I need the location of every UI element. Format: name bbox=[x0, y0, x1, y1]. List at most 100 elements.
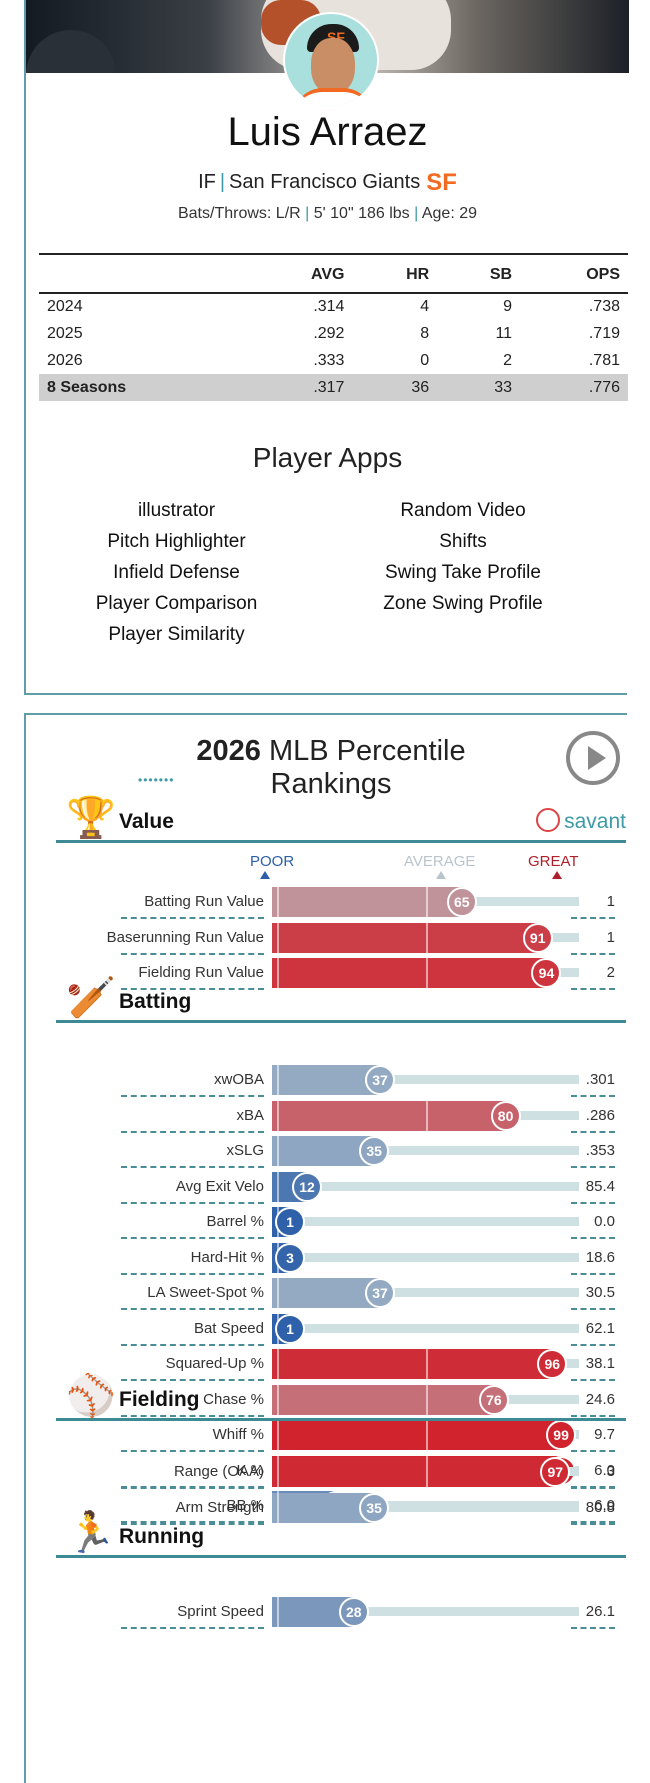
percentile-bubble[interactable]: 94 bbox=[531, 958, 562, 988]
percentile-bubble[interactable]: 65 bbox=[446, 887, 477, 917]
metric-row[interactable]: Baserunning Run Value 91 1 bbox=[26, 921, 629, 956]
metric-divider bbox=[121, 952, 264, 955]
percentile-bubble[interactable]: 35 bbox=[359, 1492, 390, 1523]
app-link-zone-swing-profile[interactable]: Zone Swing Profile bbox=[383, 593, 543, 614]
metric-divider bbox=[121, 1485, 264, 1488]
percentile-bubble[interactable]: 12 bbox=[292, 1171, 323, 1202]
height-weight: 5' 10" 186 lbs bbox=[313, 205, 410, 222]
value-divider bbox=[571, 1308, 615, 1310]
gridline-mark bbox=[425, 922, 428, 953]
percentile-track bbox=[272, 1288, 579, 1297]
percentile-bar bbox=[272, 1278, 381, 1308]
metric-value: .286 bbox=[585, 1106, 615, 1124]
metric-divider bbox=[121, 1522, 264, 1525]
value-divider bbox=[571, 1343, 615, 1346]
metric-row[interactable]: Range (OAA) 97 3 bbox=[26, 1455, 629, 1490]
stats-cell: .314 bbox=[313, 298, 345, 315]
metric-label: Arm Strength bbox=[175, 1498, 264, 1516]
percentile-rankings-card: 2026 MLB Percentile Rankings ••••••• POO… bbox=[24, 713, 627, 1783]
percentile-track bbox=[272, 1323, 579, 1333]
percentile-bubble[interactable]: 76 bbox=[478, 1384, 509, 1415]
gridline-mark bbox=[277, 1136, 279, 1166]
section-header-running: 🏃 Running bbox=[56, 1511, 626, 1558]
app-link-infield-defense[interactable]: Infield Defense bbox=[113, 562, 240, 583]
metric-value: 80.8 bbox=[585, 1498, 615, 1516]
percentile-bubble[interactable]: 35 bbox=[359, 1136, 390, 1166]
percentile-bar bbox=[272, 887, 462, 917]
triangle-marker-icon bbox=[260, 871, 270, 879]
metric-value: 1 bbox=[606, 893, 615, 910]
gridline-mark bbox=[277, 922, 279, 953]
percentile-bubble[interactable]: 37 bbox=[365, 1278, 396, 1308]
percentile-bar bbox=[272, 1136, 375, 1166]
metric-divider bbox=[121, 1201, 264, 1204]
percentile-bubble[interactable]: 91 bbox=[522, 922, 553, 953]
savant-link[interactable]: savant bbox=[536, 808, 626, 834]
metric-row[interactable]: xwOBA 37 .301 bbox=[26, 1063, 629, 1098]
percentile-bubble[interactable]: 80 bbox=[490, 1100, 521, 1131]
metric-value: 0.0 bbox=[594, 1213, 615, 1230]
percentile-bubble[interactable]: 37 bbox=[365, 1065, 396, 1095]
player-apps-left-column: illustrator Pitch Highlighter Infield De… bbox=[26, 495, 327, 650]
player-card: SF Luis Arraez IF | San Francisco Giants SF… bbox=[24, 0, 629, 695]
metric-value: 38.1 bbox=[585, 1355, 615, 1372]
percentile-bar bbox=[272, 1065, 381, 1095]
app-link-swing-take-profile[interactable]: Swing Take Profile bbox=[385, 562, 541, 583]
metric-row[interactable]: Sprint Speed 28 26.1 bbox=[26, 1595, 629, 1630]
metric-row[interactable]: Whiff % 99 9.7 bbox=[26, 1418, 629, 1453]
metric-divider bbox=[121, 988, 264, 990]
player-avatar: SF bbox=[283, 12, 379, 108]
team-logo-icon[interactable]: SF bbox=[426, 169, 457, 196]
triangle-marker-icon bbox=[552, 871, 562, 879]
percentile-bar bbox=[272, 1457, 556, 1487]
metric-row[interactable]: Squared-Up % 96 38.1 bbox=[26, 1347, 629, 1382]
metric-row[interactable]: Arm Strength 35 80.8 bbox=[26, 1491, 629, 1526]
shirt-shape bbox=[293, 88, 373, 106]
section-title: Running bbox=[119, 1525, 205, 1548]
value-divider bbox=[571, 952, 615, 955]
metric-divider bbox=[121, 1414, 264, 1417]
value-divider bbox=[571, 1414, 615, 1417]
percentile-bubble[interactable]: 3 bbox=[275, 1242, 305, 1273]
stats-row: 2024 .314 4 9 .738 bbox=[39, 293, 628, 320]
value-divider bbox=[571, 988, 615, 990]
metric-row[interactable]: Chase % 76 24.6 bbox=[26, 1383, 629, 1418]
metric-value: 62.1 bbox=[585, 1319, 615, 1337]
percentile-bar bbox=[272, 1100, 506, 1131]
metric-value: 30.5 bbox=[585, 1284, 615, 1301]
player-team[interactable]: San Francisco Giants bbox=[229, 171, 421, 193]
metric-label: Range (OAA) bbox=[173, 1463, 264, 1480]
percentile-bubble[interactable]: 1 bbox=[275, 1207, 305, 1237]
percentile-bubble[interactable]: 97 bbox=[540, 1457, 571, 1487]
app-link-illustrator[interactable]: illustrator bbox=[137, 500, 216, 521]
metric-row[interactable]: LA Sweet-Spot % 37 30.5 bbox=[26, 1276, 629, 1311]
legend-label: GREAT bbox=[528, 853, 579, 870]
metric-row[interactable]: Bat Speed 1 62.1 bbox=[26, 1312, 629, 1347]
app-link-player-comparison[interactable]: Player Comparison bbox=[95, 593, 258, 614]
gridline-mark bbox=[277, 1349, 279, 1379]
play-button[interactable] bbox=[566, 731, 620, 785]
metric-row[interactable]: Fielding Run Value 94 2 bbox=[26, 956, 629, 991]
app-link-shifts[interactable]: Shifts bbox=[439, 531, 487, 552]
title-dots: ••••••• bbox=[138, 773, 175, 787]
app-link-pitch-highlighter[interactable]: Pitch Highlighter bbox=[107, 531, 246, 552]
metric-row[interactable]: xBA 80 .286 bbox=[26, 1099, 629, 1134]
percentile-bubble[interactable]: 1 bbox=[275, 1313, 305, 1344]
metric-value: 2 bbox=[606, 964, 615, 981]
metric-row[interactable]: Batting Run Value 65 1 bbox=[26, 885, 629, 920]
app-link-player-similarity[interactable]: Player Similarity bbox=[108, 624, 245, 645]
metric-divider bbox=[121, 1130, 264, 1133]
percentile-bubble[interactable]: 28 bbox=[338, 1597, 369, 1627]
app-link-random-video[interactable]: Random Video bbox=[400, 500, 526, 521]
value-divider bbox=[571, 1379, 615, 1381]
metric-label: K % bbox=[236, 1461, 264, 1479]
metric-label: Squared-Up % bbox=[165, 1355, 264, 1372]
metric-row[interactable]: Avg Exit Velo 12 85.4 bbox=[26, 1170, 629, 1205]
percentile-bubble[interactable]: 99 bbox=[546, 1420, 577, 1450]
metric-row[interactable]: xSLG 35 .353 bbox=[26, 1134, 629, 1169]
percentile-bubble[interactable]: 96 bbox=[537, 1349, 568, 1379]
glove-shape bbox=[26, 30, 116, 73]
value-divider bbox=[571, 917, 615, 919]
metric-row[interactable]: Hard-Hit % 3 18.6 bbox=[26, 1241, 629, 1276]
metric-row[interactable]: Barrel % 1 0.0 bbox=[26, 1205, 629, 1240]
